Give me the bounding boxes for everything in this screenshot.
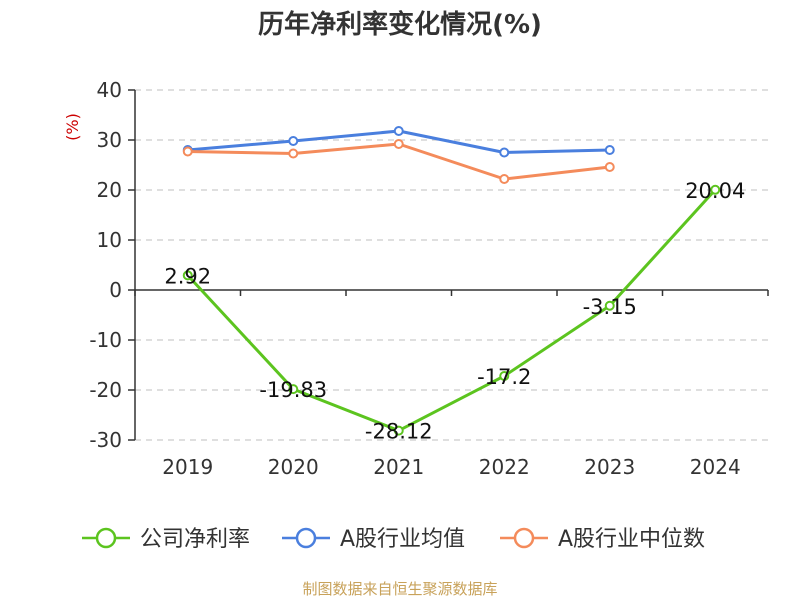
legend-label: A股行业均值 [340,527,465,552]
series-0-point [288,384,299,395]
series-0-point [499,371,510,381]
data-label: -17.2 [477,365,531,389]
legend-item-1[interactable]: A股行业均值 [282,527,465,552]
x-tick-label-2023: 2023 [584,455,635,479]
legend-marker [295,527,317,549]
series-lines [182,126,721,436]
y-tick-label: 0 [109,278,122,302]
series-2-point [393,139,404,149]
y-tick-label: 20 [97,178,122,202]
y-tick-label: 10 [97,228,122,252]
y-axis-unit-label: (%) [63,113,82,141]
series-line-0 [186,188,717,433]
data-label: 2.92 [164,264,211,288]
data-label: -28.12 [365,420,433,444]
x-tick-label-2024: 2024 [690,455,741,479]
chart-title: 历年净利率变化情况(%) [258,10,542,40]
y-tick-label: -20 [89,378,122,402]
legend[interactable]: 公司净利率 A股行业均值 A股行业中位数 [82,527,705,552]
series-1-point [288,136,299,146]
x-tick-label-2020: 2020 [268,455,319,479]
legend-item-0[interactable]: 公司净利率 [82,527,250,552]
series-1-point [393,126,404,136]
y-tick-label: -30 [89,428,122,452]
series-0-point [393,425,404,436]
series-2-point [182,146,193,157]
x-tick-label-2021: 2021 [373,455,424,479]
series-line-2 [187,142,610,181]
axes: 40 30 20 10 0 -10 -20 -30 (%) 2019 2020 2021 2022 202… [63,78,769,479]
legend-label: 公司净利率 [140,527,250,552]
series-1-point [604,145,615,155]
series-2-point [604,162,615,172]
data-labels: 2.92 -19.83 -28.12 -17.2 -3.15 20.04 [164,179,745,444]
series-0-point [182,270,193,281]
legend-marker [513,527,535,549]
series-1-point [499,147,510,158]
data-label: -19.83 [259,378,327,402]
series-0-point [710,184,721,195]
x-tick-label-2022: 2022 [479,455,530,479]
series-0-point [604,300,615,311]
y-tick-label: -10 [89,328,122,352]
data-label: 20.04 [685,179,745,203]
y-tick-label: 30 [97,128,122,152]
series-2-point [288,148,299,159]
source-note: 制图数据来自恒生聚源数据库 [302,580,498,598]
series-2-point [499,174,510,184]
x-tick-label-2019: 2019 [162,455,213,479]
data-label: -3.15 [583,295,637,319]
y-tick-label: 40 [97,78,122,102]
legend-label: A股行业中位数 [558,527,705,552]
legend-item-2[interactable]: A股行业中位数 [500,527,705,552]
legend-marker [95,527,117,549]
